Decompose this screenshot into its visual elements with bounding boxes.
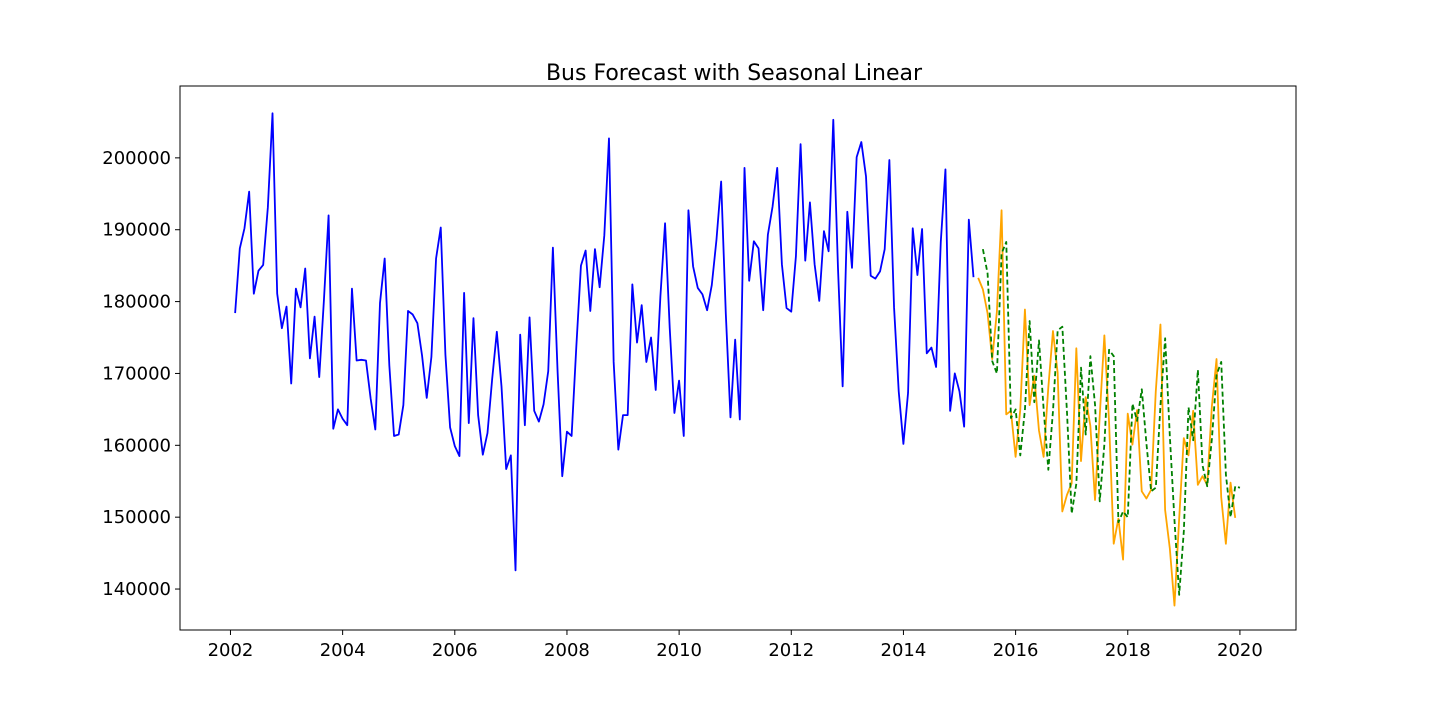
- x-tick-label: 2012: [768, 640, 814, 661]
- y-tick-label: 150000: [102, 507, 171, 528]
- series-line-1: [977, 209, 1237, 607]
- series-line-0: [234, 112, 975, 572]
- x-tick-label: 2018: [1105, 640, 1151, 661]
- series-layer: [234, 112, 1241, 607]
- y-tick-label: 200000: [102, 148, 171, 169]
- x-tick-label: 2008: [544, 640, 590, 661]
- y-tick-label: 140000: [102, 579, 171, 600]
- y-tick-label: 170000: [102, 363, 171, 384]
- x-axis: 2002 2004 2006 2008 2010 2012 2014 2016 2018 2020: [208, 630, 1263, 661]
- y-tick-label: 190000: [102, 220, 171, 241]
- x-tick-label: 2002: [208, 640, 254, 661]
- x-tick-label: 2004: [320, 640, 366, 661]
- series-line-2: [982, 241, 1241, 596]
- x-tick-label: 2014: [881, 640, 927, 661]
- y-axis: 140000 150000 160000 170000 180000 190000 2000…: [102, 148, 180, 600]
- chart-title: Bus Forecast with Seasonal Linear: [546, 61, 923, 86]
- x-tick-label: 2010: [656, 640, 702, 661]
- plot-frame: [179, 85, 1297, 631]
- x-tick-label: 2020: [1217, 640, 1263, 661]
- x-tick-label: 2006: [432, 640, 478, 661]
- y-tick-label: 160000: [102, 435, 171, 456]
- y-tick-label: 180000: [102, 292, 171, 313]
- x-tick-label: 2016: [993, 640, 1039, 661]
